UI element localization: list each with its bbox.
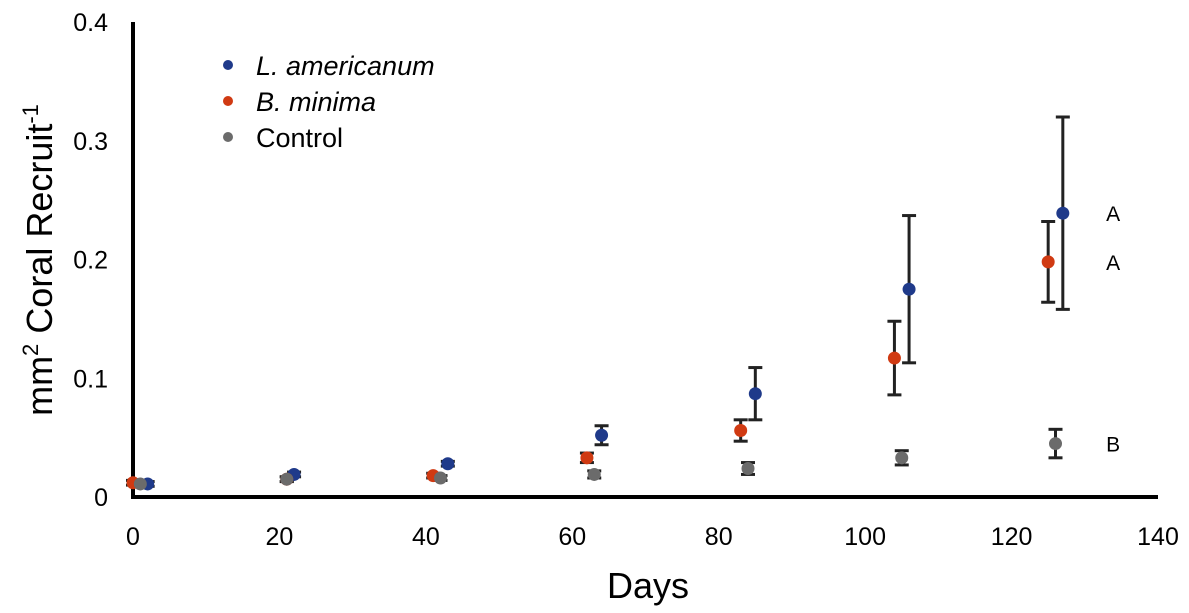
y-axis-title-sup2: -1 bbox=[18, 104, 43, 124]
significance-label: A bbox=[1106, 203, 1120, 226]
data-point bbox=[902, 282, 916, 296]
y-tick-label: 0.1 bbox=[73, 365, 108, 393]
data-point bbox=[434, 471, 447, 485]
x-tick-label: 140 bbox=[1137, 523, 1179, 551]
data-point bbox=[587, 467, 601, 481]
y-tick-labels: 0 0.1 0.2 0.3 0.4 bbox=[73, 9, 108, 512]
data-point bbox=[1056, 206, 1070, 220]
y-tick-label: 0 bbox=[94, 484, 108, 512]
legend-label: Control bbox=[256, 123, 343, 153]
y-axis-title-main: mm bbox=[19, 356, 60, 416]
x-tick-label: 0 bbox=[126, 523, 140, 551]
y-tick-label: 0.4 bbox=[73, 9, 108, 37]
y-axis-title-sup1: 2 bbox=[18, 344, 43, 356]
data-point bbox=[133, 477, 147, 491]
significance-label: A bbox=[1106, 252, 1120, 275]
legend-marker bbox=[223, 96, 233, 106]
legend-label: B. minima bbox=[256, 87, 376, 117]
data-point bbox=[887, 351, 901, 365]
x-tick-label: 80 bbox=[705, 523, 733, 551]
x-tick-label: 120 bbox=[991, 523, 1033, 551]
data-point bbox=[895, 451, 909, 465]
data-point bbox=[595, 428, 609, 442]
x-axis-title: Days bbox=[607, 565, 689, 606]
y-tick-label: 0.3 bbox=[73, 128, 108, 156]
data-point bbox=[734, 424, 748, 437]
legend-label: L. americanum bbox=[256, 51, 435, 81]
legend-marker bbox=[223, 132, 233, 142]
legend: L. americanum B. minima Control bbox=[223, 51, 435, 153]
x-tick-label: 60 bbox=[558, 523, 586, 551]
data-point bbox=[741, 462, 755, 475]
data-point bbox=[1041, 255, 1055, 269]
annotations: A A B bbox=[1106, 203, 1120, 456]
data-point bbox=[280, 472, 294, 486]
data-points bbox=[126, 206, 1070, 491]
data-point bbox=[580, 451, 594, 465]
x-tick-labels: 0 20 40 60 80 100 120 140 bbox=[126, 523, 1179, 551]
data-point bbox=[1049, 437, 1062, 451]
legend-marker bbox=[223, 60, 233, 70]
y-tick-label: 0.2 bbox=[73, 247, 108, 275]
x-tick-label: 40 bbox=[412, 523, 440, 551]
y-axis-title-rest: Coral Recruit bbox=[19, 124, 60, 344]
data-point bbox=[748, 387, 762, 401]
y-axis-title: mm2 Coral Recruit-1 bbox=[18, 104, 60, 416]
data-point bbox=[441, 457, 455, 471]
x-tick-label: 20 bbox=[266, 523, 294, 551]
significance-label: B bbox=[1106, 434, 1120, 457]
axes bbox=[131, 22, 1158, 499]
x-tick-label: 100 bbox=[844, 523, 886, 551]
